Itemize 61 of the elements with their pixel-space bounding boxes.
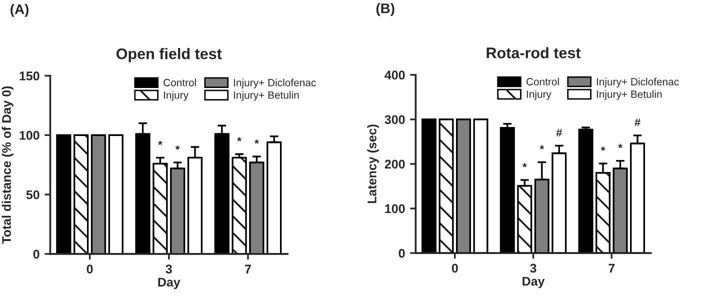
legend-label: Injury (526, 90, 552, 100)
bar (135, 133, 150, 254)
data-label: * (237, 137, 242, 142)
y-tick-label: 100 (385, 204, 405, 214)
legend-label: Injury (164, 91, 188, 101)
legend-label: Control (526, 78, 559, 86)
bar (108, 134, 124, 254)
bar (170, 168, 186, 254)
data-label: * (254, 140, 259, 144)
bar (534, 178, 550, 254)
bar (438, 118, 454, 254)
x-tick-label: 7 (608, 264, 615, 273)
x-tick-label: 3 (166, 264, 172, 274)
legend-label: Control (164, 78, 196, 86)
y-tick-label: 400 (384, 70, 405, 80)
x-tick-label: 7 (245, 264, 251, 274)
x-axis-title: Day (158, 278, 180, 290)
bar (473, 118, 488, 254)
data-label: * (540, 145, 544, 150)
bar (232, 156, 247, 254)
legend-label: Injury+ Betulin (234, 91, 299, 101)
chart-title: Rota-rod test (486, 47, 581, 58)
legend-label: Injury+ Diclofenac (234, 78, 316, 88)
bar (578, 128, 594, 254)
bar (249, 162, 264, 254)
y-tick-label: 150 (20, 72, 40, 80)
bar (500, 127, 515, 254)
y-tick-label: 200 (384, 160, 405, 169)
data-label: # (556, 128, 562, 136)
y-axis-title: Latency (sec) (367, 124, 379, 204)
text: (A) (10, 4, 28, 17)
y-tick-label: 50 (26, 190, 40, 200)
data-label: * (175, 146, 180, 150)
bar (517, 184, 532, 254)
x-tick-label: 0 (452, 264, 458, 273)
data-label: * (522, 163, 527, 168)
bar (56, 134, 72, 254)
bar (456, 118, 471, 254)
bar (422, 118, 437, 254)
legend-label: Injury+ Diclofenac (596, 78, 679, 88)
y-tick-label: 0 (33, 250, 40, 259)
bar (214, 133, 230, 254)
text: (B) (376, 3, 394, 16)
x-tick-label: 3 (530, 264, 536, 273)
x-tick-label: 0 (86, 264, 93, 274)
x-axis-title: Day (522, 276, 545, 288)
bar (90, 134, 106, 254)
data-label: * (600, 146, 606, 151)
bar (266, 141, 282, 254)
bar (152, 162, 168, 254)
y-tick-label: 300 (384, 115, 405, 124)
data-label: # (634, 118, 640, 126)
y-axis-title: Total distance (% of Day 0) (2, 86, 14, 244)
chart-title: Open field test (116, 48, 222, 62)
bar (74, 134, 89, 254)
data-label: * (618, 144, 622, 148)
bar (630, 142, 646, 254)
legend-label: Injury+ Betulin (596, 90, 662, 100)
y-tick-label: 0 (398, 248, 405, 258)
data-label: * (158, 140, 162, 145)
y-tick-label: 100 (20, 130, 40, 140)
